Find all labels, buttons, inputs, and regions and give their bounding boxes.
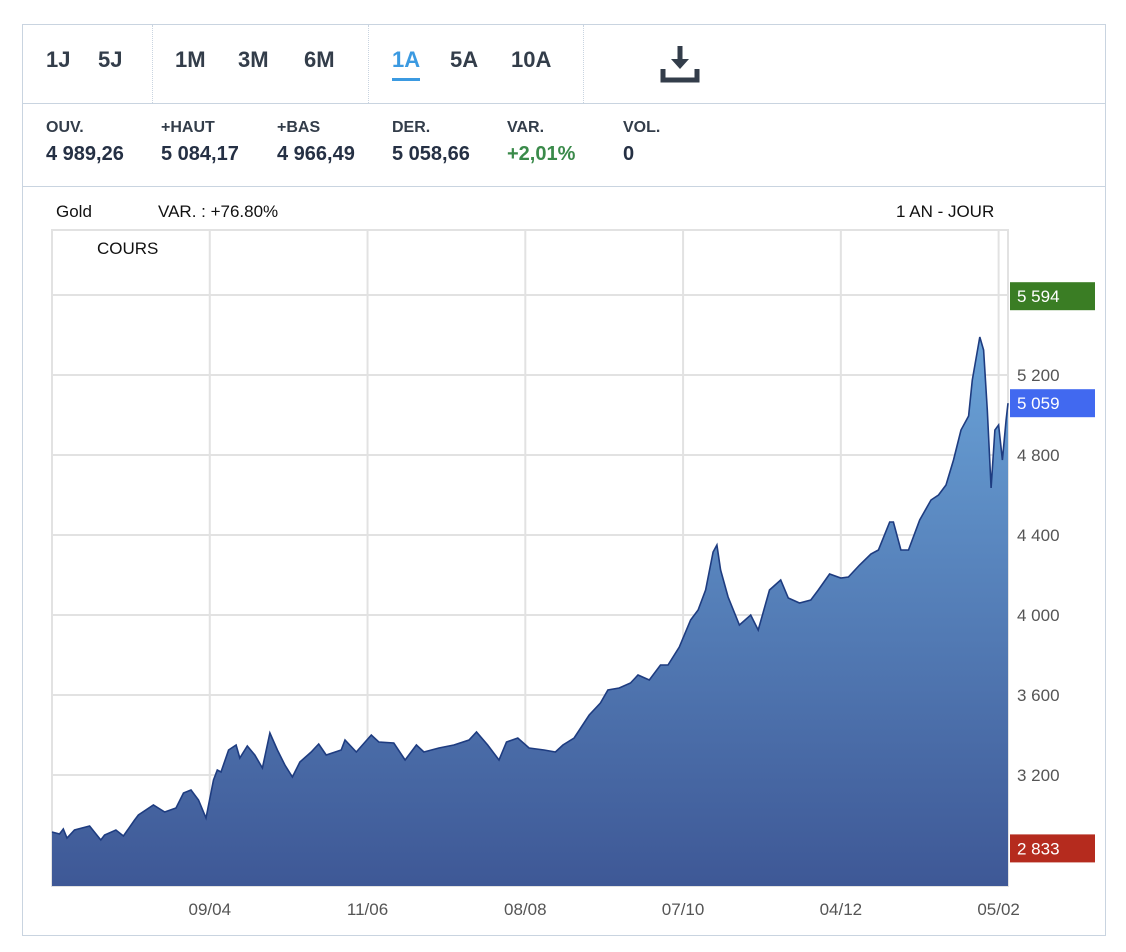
x-tick-label: 08/08 — [504, 900, 547, 919]
y-tick-label: 3 600 — [1017, 686, 1060, 705]
period-5a[interactable]: 5A — [450, 47, 479, 72]
stat-label: DER. — [392, 119, 431, 136]
y-tick-label: 4 400 — [1017, 526, 1060, 545]
download-icon[interactable] — [659, 43, 701, 85]
x-tick-label: 05/02 — [977, 900, 1020, 919]
period-1a[interactable]: 1A — [392, 47, 421, 81]
price-area — [52, 337, 1008, 886]
x-tick-label: 09/04 — [188, 900, 231, 919]
badge-background — [1010, 389, 1095, 418]
stat-value: 5 058,66 — [392, 143, 470, 165]
period-5j[interactable]: 5J — [98, 47, 123, 72]
price-badge-low: 2 833 — [1010, 834, 1095, 863]
chart-panel: 1J 5J 1M 3M 6M 1A 5A 10A OUV. 4 989,26 +H… — [22, 24, 1106, 936]
stat-last: DER. 5 058,66 — [392, 119, 470, 166]
x-tick-label: 07/10 — [662, 900, 705, 919]
y-tick-label: 4 800 — [1017, 446, 1060, 465]
quote-stats: OUV. 4 989,26 +HAUT 5 084,17 +BAS 4 966,49 … — [23, 103, 1105, 187]
stat-value: +2,01% — [507, 143, 576, 165]
badge-label: 2 833 — [1017, 839, 1060, 858]
stat-label: +HAUT — [161, 119, 215, 136]
stat-low: +BAS 4 966,49 — [277, 119, 355, 166]
badge-background — [1010, 282, 1095, 311]
price-line — [51, 336, 1009, 842]
x-tick-label: 04/12 — [820, 900, 863, 919]
y-tick-label: 3 200 — [1017, 766, 1060, 785]
stat-value: 4 989,26 — [46, 143, 124, 165]
instrument-name: Gold — [56, 202, 92, 221]
y-tick-label: 4 000 — [1017, 606, 1060, 625]
stat-label: OUV. — [46, 119, 84, 136]
badge-label: 5 059 — [1017, 394, 1060, 413]
badge-label: 5 594 — [1017, 287, 1060, 306]
period-toolbar: 1J 5J 1M 3M 6M 1A 5A 10A — [23, 25, 1105, 104]
period-1j[interactable]: 1J — [46, 47, 71, 72]
stat-change: VAR. +2,01% — [507, 119, 575, 166]
separator — [368, 25, 369, 103]
stat-label: VOL. — [623, 119, 661, 136]
separator — [583, 25, 584, 103]
series-label: COURS — [97, 239, 159, 258]
period-3m[interactable]: 3M — [238, 47, 269, 72]
stat-value: 4 966,49 — [277, 143, 355, 165]
stat-value: 5 084,17 — [161, 143, 239, 165]
stat-high: +HAUT 5 084,17 — [161, 119, 239, 166]
badge-background — [1010, 834, 1095, 863]
range-label: 1 AN - JOUR — [896, 202, 995, 221]
stat-value: 0 — [623, 143, 635, 165]
price-badge-last: 5 059 — [1010, 389, 1095, 418]
x-tick-label: 11/06 — [347, 900, 388, 919]
period-variation: VAR. : +76.80% — [158, 202, 279, 221]
stat-open: OUV. 4 989,26 — [46, 119, 124, 166]
separator — [152, 25, 153, 103]
period-10a[interactable]: 10A — [511, 47, 552, 72]
stat-volume: VOL. 0 — [623, 119, 660, 166]
stat-label: VAR. — [507, 119, 545, 136]
stat-label: +BAS — [277, 119, 321, 136]
price-badge-high: 5 594 — [1010, 282, 1095, 311]
period-1m[interactable]: 1M — [175, 47, 206, 72]
y-tick-label: 5 200 — [1017, 366, 1060, 385]
period-6m[interactable]: 6M — [304, 47, 335, 72]
